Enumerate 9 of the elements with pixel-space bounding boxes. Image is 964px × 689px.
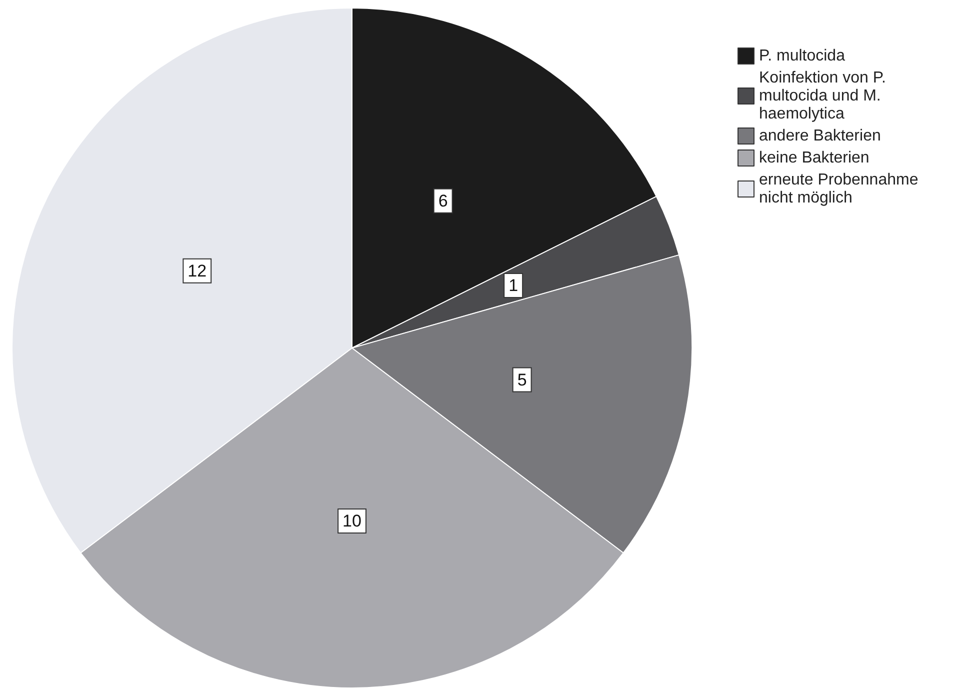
data-label: 6 — [438, 191, 448, 210]
legend-label: P. multocida — [759, 48, 846, 64]
legend-label: erneute Probennahme nicht möglich — [759, 172, 923, 206]
data-label: 10 — [342, 512, 362, 530]
data-label: 12 — [188, 261, 207, 280]
legend-label: keine Bakterien — [759, 150, 870, 166]
data-label: 1 — [508, 276, 518, 296]
data-label: 5 — [517, 370, 527, 390]
legend-label: andere Bakterien — [759, 128, 881, 144]
